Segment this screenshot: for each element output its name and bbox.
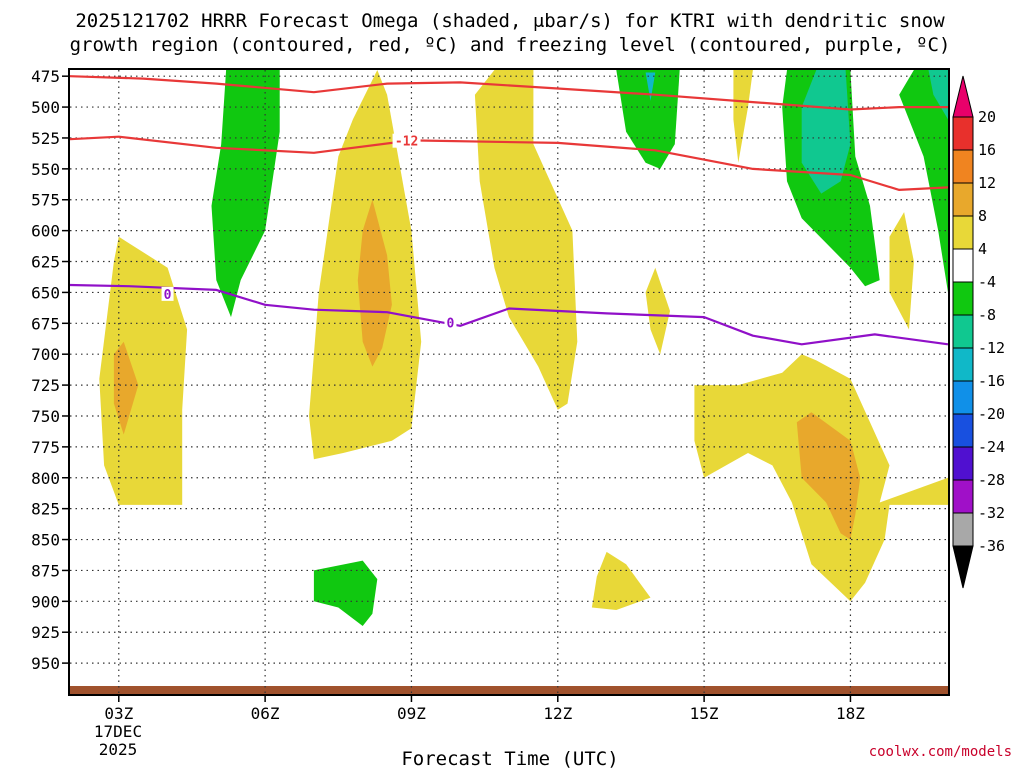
colorbar-tick-4: 4 xyxy=(978,240,987,258)
contour-line-1 xyxy=(69,135,949,191)
y-tick-label-775: 775 xyxy=(31,438,60,457)
x-tick-label-15Z: 15Z xyxy=(690,704,719,723)
pressure-axis: 475 500 525 550 575 600 625 650 675 700 725 750 775 8… xyxy=(31,67,70,673)
colorbar-tick-10: -24 xyxy=(978,438,1005,456)
colorbar-tick-8: -16 xyxy=(978,372,1005,390)
colorbar-cell-4 xyxy=(952,248,974,283)
colorbar-tick-0: 20 xyxy=(978,108,996,126)
omega-region-4 xyxy=(801,70,851,194)
omega-region-3 xyxy=(899,70,948,293)
chart-title-line2: growth region (contoured, red, ºC) and f… xyxy=(70,34,951,56)
colorbar: 20 16 12 8 4 -4 -8 -12 -16 -20 -24 -28 -32 -36 xyxy=(952,75,1005,589)
colorbar-cell-2 xyxy=(952,182,974,217)
date-label-year: 2025 xyxy=(99,740,138,759)
colorbar-cell-1 xyxy=(952,149,974,184)
colorbar-cell-10 xyxy=(952,446,974,481)
y-tick-label-600: 600 xyxy=(31,222,60,241)
y-tick-label-625: 625 xyxy=(31,253,60,272)
y-tick-label-850: 850 xyxy=(31,531,60,550)
colorbar-tick-3: 8 xyxy=(978,207,987,225)
colorbar-cell-0 xyxy=(952,116,974,151)
colorbar-cell-7 xyxy=(952,347,974,382)
y-tick-label-725: 725 xyxy=(31,376,60,395)
omega-region-15 xyxy=(591,551,651,610)
contour-label-bg-2 xyxy=(161,286,174,301)
contour-line-2 xyxy=(69,283,949,346)
colorbar-cell-9 xyxy=(952,413,974,448)
contour-label-1: -12 xyxy=(395,135,418,150)
omega-region-8 xyxy=(99,236,188,505)
y-tick-label-550: 550 xyxy=(31,160,60,179)
x-axis-label: Forecast Time (UTC) xyxy=(401,748,618,768)
contour-label-bg-2 xyxy=(444,315,457,330)
y-tick-label-925: 925 xyxy=(31,623,60,642)
colorbar-cell-12 xyxy=(952,512,974,547)
x-tick-label-06Z: 06Z xyxy=(251,704,280,723)
colorbar-tick-12: -32 xyxy=(978,504,1005,522)
colorbar-cell-6 xyxy=(952,314,974,349)
colorbar-tick-13: -36 xyxy=(978,537,1005,555)
y-tick-label-500: 500 xyxy=(31,98,60,117)
colorbar-tick-1: 16 xyxy=(978,141,996,159)
colorbar-cell-11 xyxy=(952,479,974,514)
contour-label-bg-1 xyxy=(392,133,421,148)
colorbar-cell-8 xyxy=(952,380,974,415)
omega-region-12 xyxy=(645,267,670,355)
chart-title-line1: 2025121702 HRRR Forecast Omega (shaded, … xyxy=(75,10,945,32)
omega-shaded-regions xyxy=(99,70,948,626)
plot-frame xyxy=(68,68,950,696)
x-tick-label-03Z: 03Z xyxy=(104,704,133,723)
colorbar-cell-3 xyxy=(952,215,974,250)
colorbar-bottom-arrow xyxy=(952,545,974,589)
credit-text: coolwx.com/models xyxy=(869,744,1012,760)
omega-region-7 xyxy=(313,560,378,626)
y-tick-label-675: 675 xyxy=(31,314,60,333)
y-tick-label-650: 650 xyxy=(31,283,60,302)
y-tick-label-575: 575 xyxy=(31,191,60,210)
omega-region-18 xyxy=(796,412,861,540)
omega-region-13 xyxy=(889,212,914,330)
y-tick-label-525: 525 xyxy=(31,129,60,148)
x-tick-label-12Z: 12Z xyxy=(543,704,572,723)
temperature-contours: -12 0 0 xyxy=(69,75,949,346)
y-tick-label-875: 875 xyxy=(31,561,60,580)
time-axis: 03Z 06Z 09Z 12Z 15Z 18Z xyxy=(104,694,865,723)
colorbar-tick-9: -20 xyxy=(978,405,1005,423)
contour-label-2: 0 xyxy=(164,288,172,303)
colorbar-cell-5 xyxy=(952,281,974,316)
omega-region-17 xyxy=(357,199,392,367)
omega-region-11 xyxy=(733,70,753,163)
terrain-strip xyxy=(70,686,948,694)
omega-region-6 xyxy=(645,72,656,101)
omega-region-16 xyxy=(113,341,139,435)
y-tick-label-700: 700 xyxy=(31,345,60,364)
y-tick-label-900: 900 xyxy=(31,592,60,611)
x-tick-label-09Z: 09Z xyxy=(397,704,426,723)
y-tick-label-950: 950 xyxy=(31,654,60,673)
contour-label-2: 0 xyxy=(447,316,455,331)
colorbar-tick-2: 12 xyxy=(978,174,996,192)
y-tick-label-475: 475 xyxy=(31,67,60,86)
x-tick-label-18Z: 18Z xyxy=(836,704,865,723)
colorbar-tick-5: -4 xyxy=(978,273,996,291)
colorbar-tick-6: -8 xyxy=(978,306,996,324)
y-tick-label-825: 825 xyxy=(31,500,60,519)
omega-region-10 xyxy=(474,70,578,410)
contour-line-0 xyxy=(69,75,948,111)
y-tick-label-750: 750 xyxy=(31,407,60,426)
date-label-day: 17DEC xyxy=(94,722,142,741)
colorbar-top-arrow xyxy=(952,75,974,118)
gridlines xyxy=(70,70,948,694)
colorbar-tick-11: -28 xyxy=(978,471,1005,489)
colorbar-tick-7: -12 xyxy=(978,339,1005,357)
y-tick-label-800: 800 xyxy=(31,469,60,488)
omega-region-0 xyxy=(211,70,280,318)
